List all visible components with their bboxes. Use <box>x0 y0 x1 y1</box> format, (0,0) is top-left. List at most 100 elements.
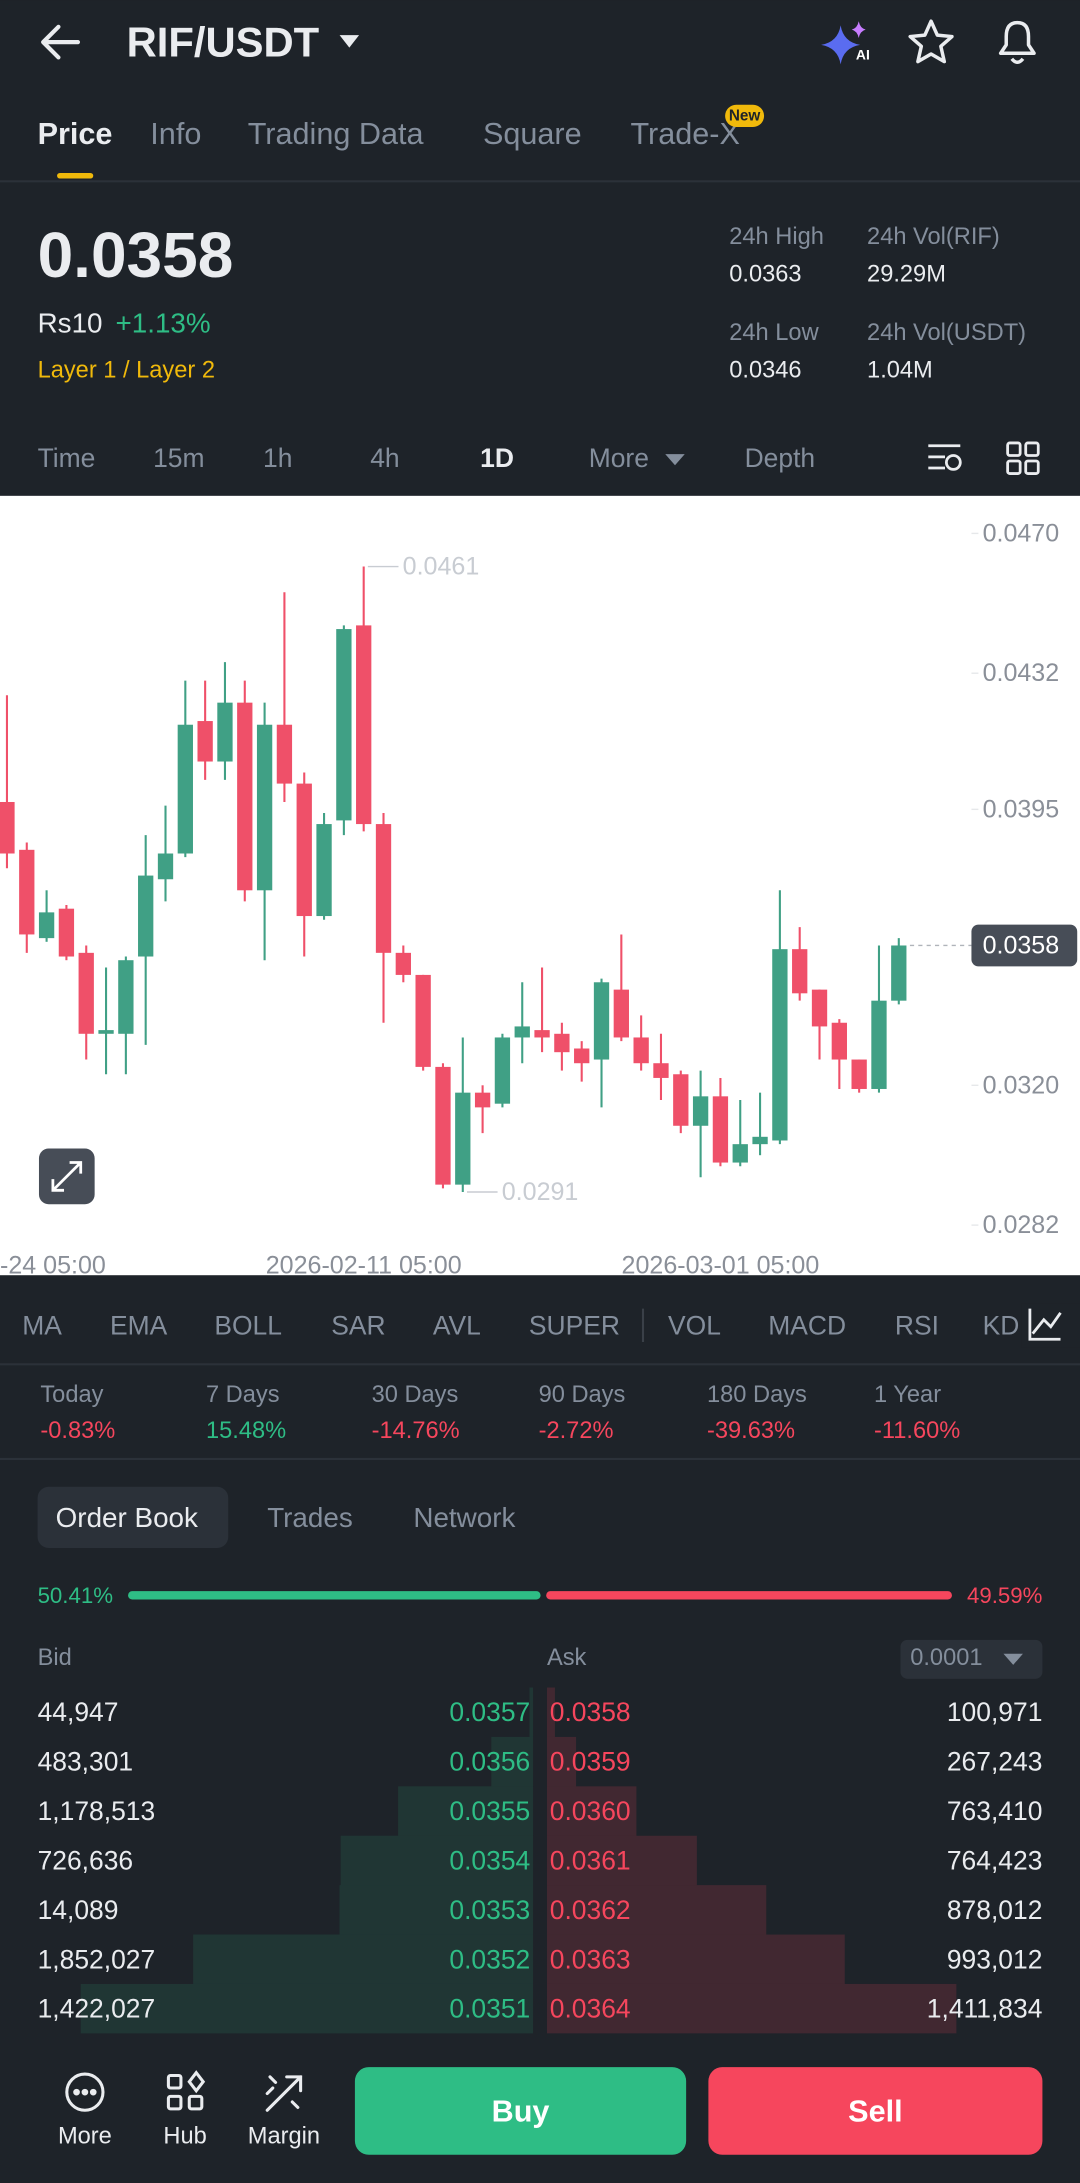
book-tab[interactable]: Network <box>413 1502 515 1533</box>
interval-tab[interactable]: More <box>589 443 649 473</box>
candle-body <box>217 702 233 762</box>
book-tab[interactable]: Order Book <box>56 1502 198 1533</box>
interval-tab[interactable]: 15m <box>153 443 204 473</box>
candle-body <box>752 1136 768 1145</box>
candle-body <box>593 982 610 1060</box>
bid-depth <box>193 1934 534 1984</box>
bid-price: 0.0357 <box>449 1697 530 1727</box>
ask-quantity: 267,243 <box>947 1747 1043 1777</box>
period-change: -2.72% <box>539 1418 614 1444</box>
tab[interactable]: Square <box>483 117 582 151</box>
candle-body <box>474 1092 491 1108</box>
tab[interactable]: Info <box>150 117 201 151</box>
candle-body <box>514 1026 530 1038</box>
tab[interactable]: Trading Data <box>248 117 425 151</box>
candle-body <box>692 1096 709 1126</box>
tab[interactable]: Trade-X <box>630 117 739 151</box>
back-button[interactable] <box>41 24 81 60</box>
ask-price: 0.0362 <box>550 1895 631 1925</box>
period-change: -14.76% <box>372 1418 460 1444</box>
indicator-tab[interactable]: MA <box>22 1310 62 1340</box>
buy-label[interactable]: Buy <box>492 2095 550 2129</box>
y-tick-label: 0.0320 <box>983 1071 1060 1099</box>
last-price: 0.0358 <box>38 219 234 291</box>
ask-ratio: 49.59% <box>967 1583 1042 1608</box>
period-label: 90 Days <box>539 1382 626 1408</box>
layout-button[interactable] <box>1006 441 1040 475</box>
book-tab[interactable]: Trades <box>267 1502 353 1533</box>
bid-quantity: 44,947 <box>38 1697 119 1727</box>
indicator-settings-button[interactable] <box>1021 1303 1080 1348</box>
nav-label[interactable]: Hub <box>163 2124 206 2150</box>
candle-body <box>851 1059 867 1089</box>
ask-depth <box>546 1835 697 1886</box>
candle-body <box>0 801 15 854</box>
bid-price: 0.0353 <box>449 1895 530 1925</box>
ask-depth <box>546 1934 845 1984</box>
ask-ratio-bar <box>546 1591 952 1600</box>
candle-body <box>732 1144 748 1163</box>
category-tag: Layer 1 / Layer 2 <box>38 358 215 384</box>
indicator-tab[interactable]: MACD <box>768 1310 846 1340</box>
interval-tab[interactable]: Depth <box>745 443 816 473</box>
candle-body <box>494 1037 511 1104</box>
bid-depth <box>491 1736 534 1787</box>
bid-depth <box>80 1983 534 2034</box>
pair-dropdown[interactable] <box>339 35 360 48</box>
indicator-tab[interactable]: BOLL <box>214 1310 282 1340</box>
candle-body <box>772 949 788 1141</box>
bid-ratio: 50.41% <box>38 1583 113 1608</box>
sell-label[interactable]: Sell <box>848 2095 902 2129</box>
indicator-tab[interactable]: KD <box>983 1310 1020 1340</box>
ai-button[interactable]: AI <box>821 21 870 65</box>
ask-quantity: 1,411,834 <box>927 1994 1043 2024</box>
indicator-tab[interactable]: SAR <box>331 1310 385 1340</box>
candle-body <box>534 1030 550 1038</box>
more-dropdown[interactable] <box>665 454 685 466</box>
candle-body <box>653 1063 669 1078</box>
candle-body <box>673 1074 689 1126</box>
indicator-tab[interactable]: RSI <box>895 1310 939 1340</box>
notification-button[interactable] <box>998 20 1036 65</box>
stat-label: 24h Low <box>729 320 819 346</box>
interval-tab[interactable]: 4h <box>370 443 399 473</box>
candle-body <box>574 1048 590 1064</box>
badge-bg <box>725 104 765 128</box>
buy-button[interactable] <box>354 2067 687 2155</box>
favorite-button[interactable] <box>908 19 954 64</box>
nav-label[interactable]: More <box>58 2124 112 2150</box>
candle-body <box>197 721 213 762</box>
ask-depth <box>546 1786 637 1836</box>
stat-value: 29.29M <box>867 262 946 288</box>
ask-depth <box>546 1736 577 1787</box>
margin-icon <box>265 2075 303 2112</box>
period-change: -11.60% <box>874 1418 960 1444</box>
y-tick-label: 0.0470 <box>983 519 1060 547</box>
indicator-tab[interactable]: SUPER <box>529 1310 620 1340</box>
candle-body <box>415 974 431 1067</box>
indicator-tab[interactable]: EMA <box>110 1310 168 1340</box>
indicator-tab[interactable]: VOL <box>668 1310 721 1340</box>
annotation: 0.0291 <box>502 1178 579 1206</box>
bid-quantity: 1,852,027 <box>38 1944 156 1974</box>
candle-body <box>891 945 907 1001</box>
bid-price: 0.0355 <box>449 1796 530 1826</box>
indicator-tab[interactable]: AVL <box>433 1310 481 1340</box>
interval-tab[interactable]: Time <box>38 443 96 473</box>
y-tick-label: 0.0282 <box>983 1211 1060 1239</box>
bid-price: 0.0354 <box>449 1845 530 1875</box>
candle-body <box>138 875 154 957</box>
expand-button[interactable] <box>38 1148 95 1205</box>
interval-tab[interactable]: 1D <box>480 443 514 473</box>
precision-selector[interactable] <box>900 1639 1043 1679</box>
candle-body <box>375 824 392 953</box>
tab[interactable]: Price <box>38 117 113 151</box>
nav-label[interactable]: Margin <box>248 2124 320 2150</box>
sell-button[interactable] <box>708 2067 1043 2155</box>
stat-value: 1.04M <box>867 358 933 384</box>
chart-settings-button[interactable] <box>928 444 962 471</box>
interval-tab[interactable]: 1h <box>263 443 292 473</box>
